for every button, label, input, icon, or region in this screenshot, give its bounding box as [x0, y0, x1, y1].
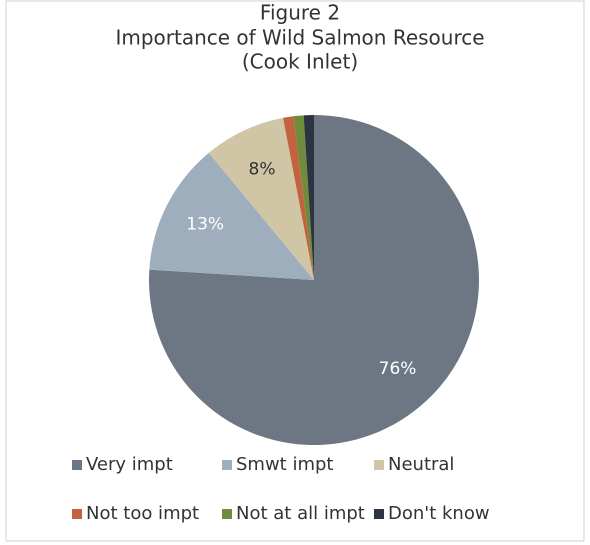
- legend-label: Don't know: [388, 503, 490, 524]
- pie-slice: [149, 152, 314, 280]
- legend-label: Smwt impt: [236, 454, 333, 475]
- legend-label: Not too impt: [86, 503, 199, 524]
- data-label: 13%: [186, 215, 224, 235]
- pie-slice: [293, 115, 314, 280]
- legend-label: Very impt: [86, 454, 173, 475]
- data-label: 76%: [379, 359, 417, 379]
- legend-swatch: [374, 509, 384, 519]
- legend-label: Not at all impt: [236, 503, 365, 524]
- pie-slice: [149, 115, 480, 446]
- chart-title: Importance of Wild Salmon Resource: [115, 26, 484, 50]
- legend-swatch: [72, 509, 82, 519]
- legend-swatch: [72, 460, 82, 470]
- legend-label: Neutral: [388, 454, 454, 475]
- pie-slice: [303, 115, 314, 280]
- data-label: 8%: [249, 160, 276, 180]
- legend-swatch: [222, 460, 232, 470]
- legend-swatch: [374, 460, 384, 470]
- chart-title: Figure 2: [260, 1, 340, 25]
- pie-slice: [283, 116, 314, 280]
- legend-swatch: [222, 509, 232, 519]
- pie-slice: [208, 117, 314, 280]
- chart-title: (Cook Inlet): [242, 50, 358, 74]
